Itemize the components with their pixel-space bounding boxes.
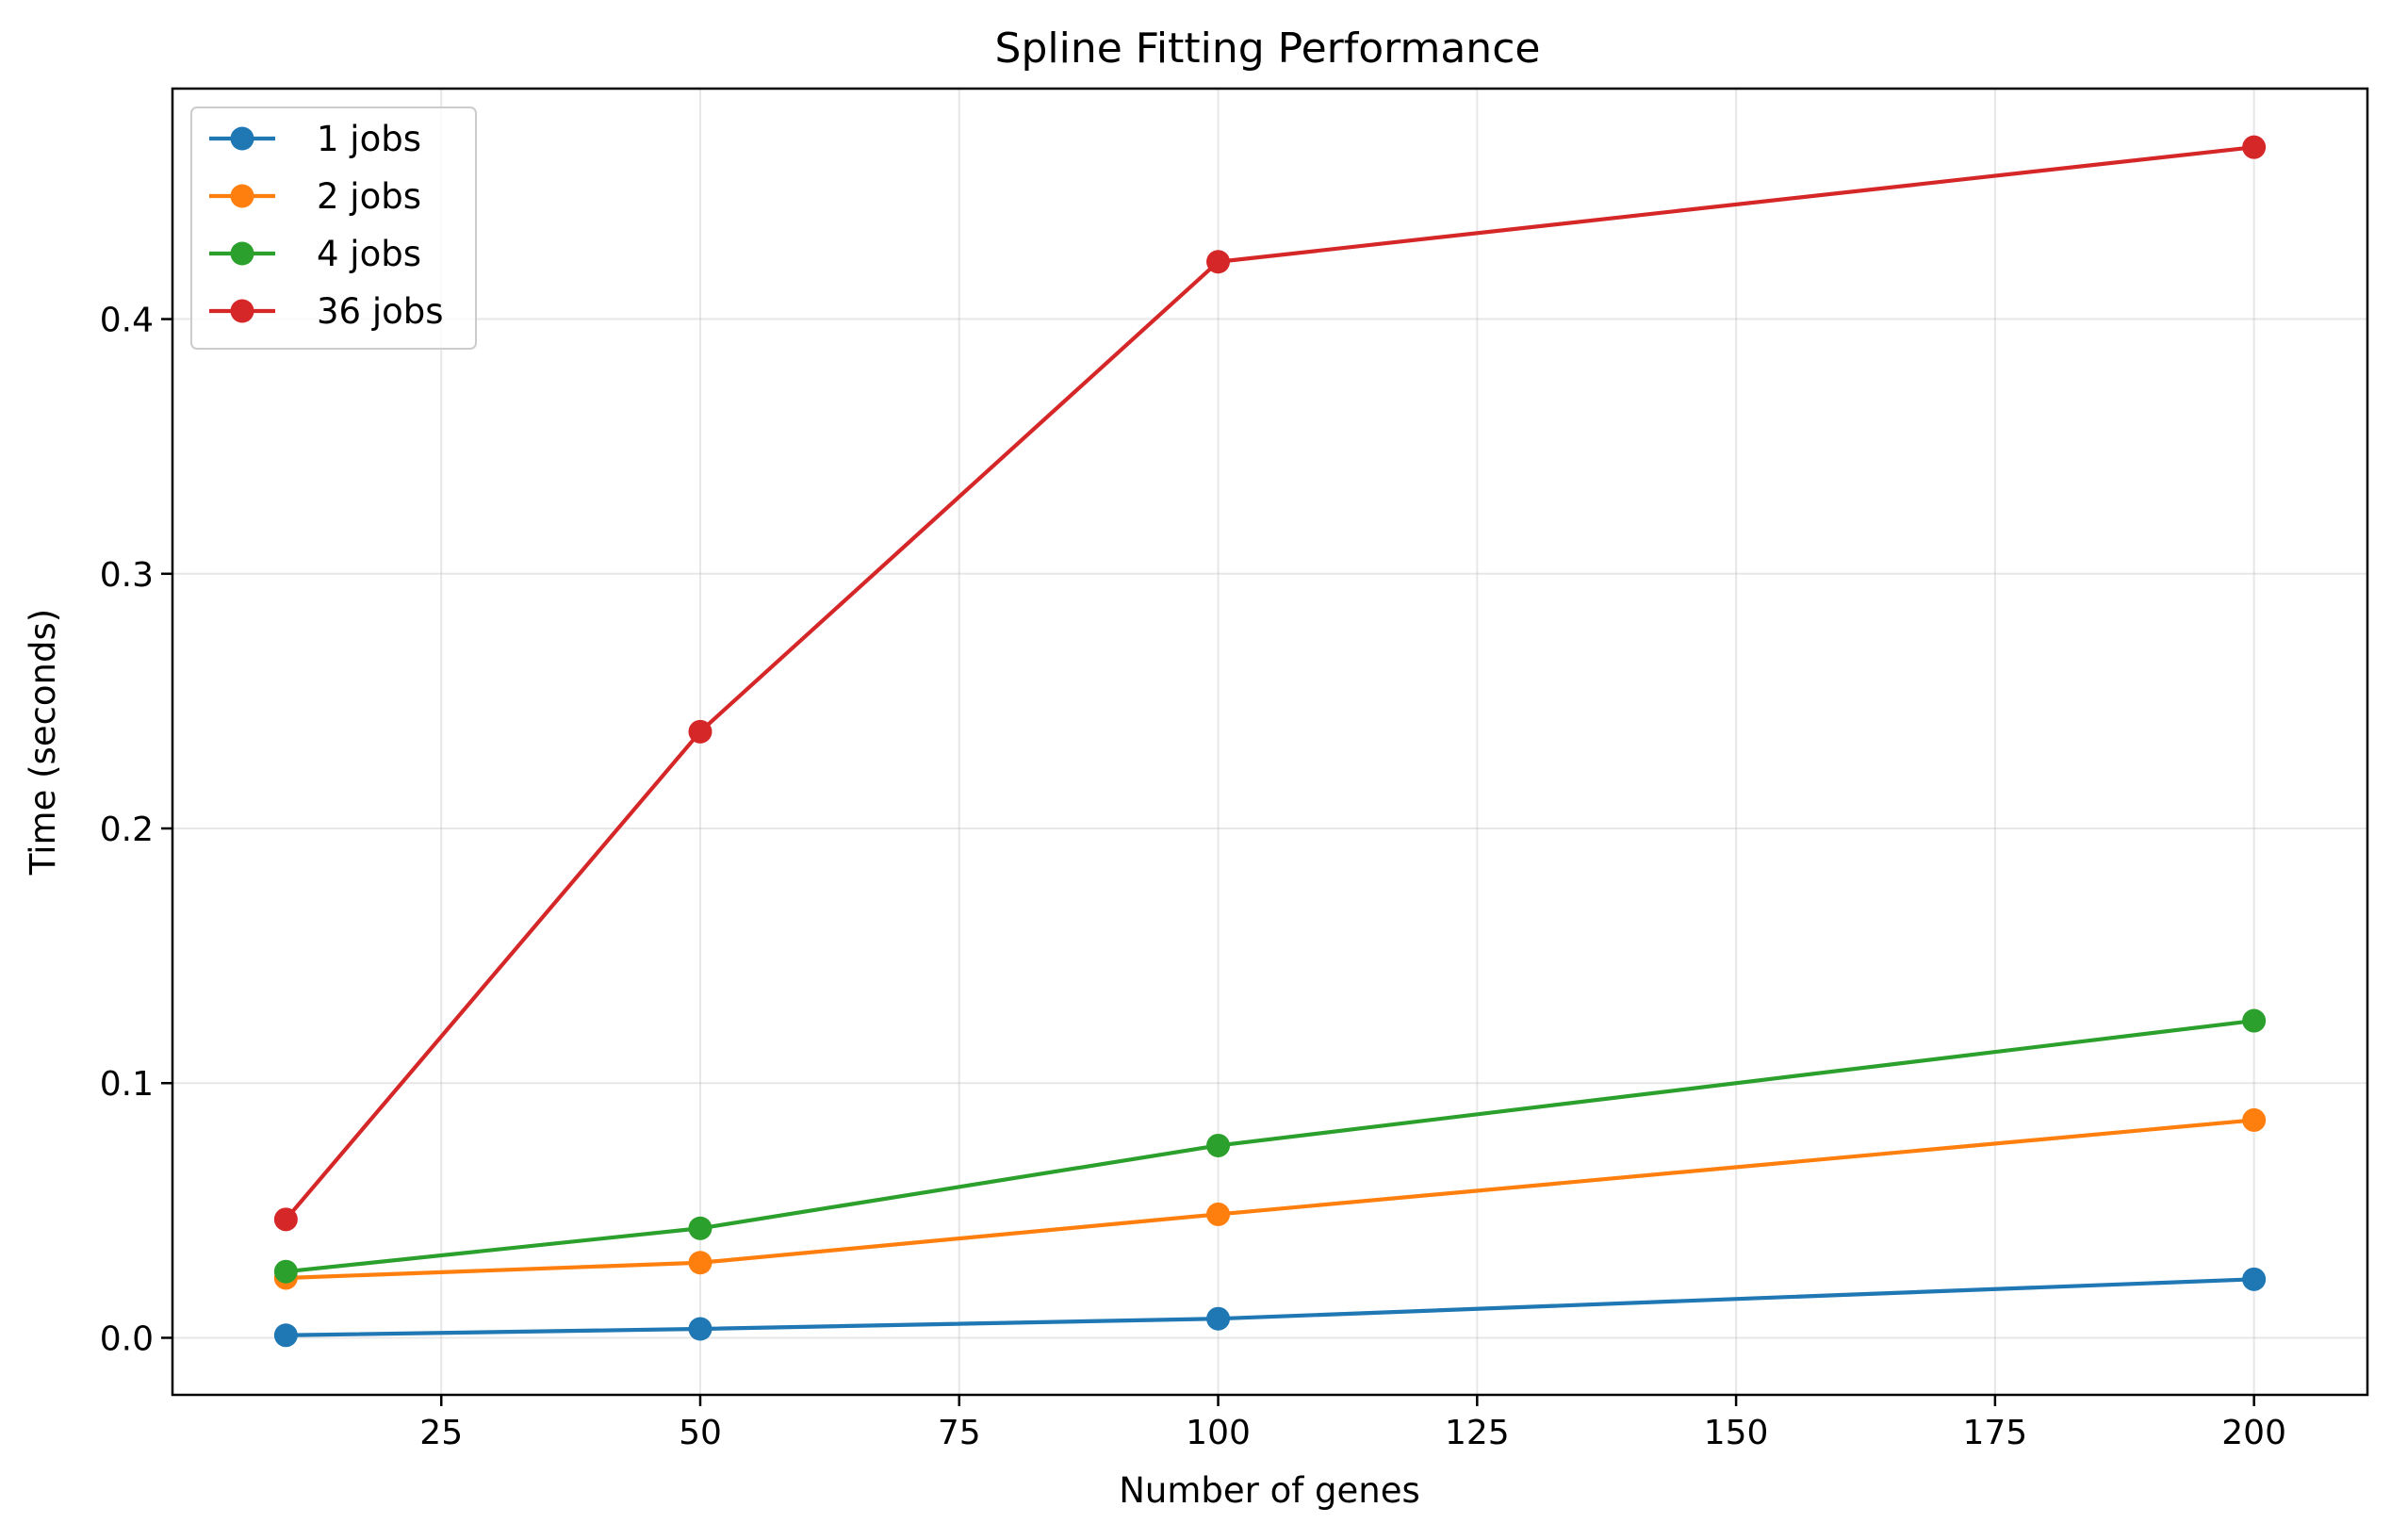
data-point <box>1206 1133 1231 1157</box>
legend-item: 36 jobs <box>209 291 444 332</box>
chart-title: Spline Fitting Performance <box>995 25 1541 73</box>
legend-label: 36 jobs <box>317 291 444 332</box>
legend-marker <box>230 184 254 208</box>
legend-label: 4 jobs <box>317 234 421 274</box>
x-tick-label: 150 <box>1704 1414 1769 1452</box>
data-point <box>1206 1202 1231 1226</box>
series-line <box>286 1118 2254 1281</box>
series-2 <box>273 1107 2267 1290</box>
series-4 <box>273 135 2267 1232</box>
y-tick-label: 0.1 <box>100 1065 154 1104</box>
legend-marker <box>230 241 254 266</box>
series-layer <box>273 135 2267 1348</box>
x-axis-label: Number of genes <box>1119 1470 1420 1511</box>
y-axis-label: Time (seconds) <box>23 609 63 876</box>
axis-ticks: 25 50 75 100 125 150 175 200 0.0 0.1 0.2 0.3 0.4 <box>100 302 2286 1452</box>
legend-marker <box>230 126 254 151</box>
legend-label: 1 jobs <box>317 119 421 159</box>
series-line <box>286 1018 2254 1274</box>
legend-items: 1 jobs 2 jobs 4 jobs 36 jobs <box>209 119 444 332</box>
data-point <box>2242 1008 2267 1033</box>
data-point <box>688 719 712 744</box>
x-tick-label: 100 <box>1186 1414 1251 1452</box>
x-tick-label: 200 <box>2221 1414 2286 1452</box>
grid-lines <box>172 89 2367 1395</box>
y-tick-label: 0.0 <box>100 1319 154 1358</box>
y-tick-label: 0.4 <box>100 302 154 340</box>
legend-item: 1 jobs <box>209 119 421 159</box>
legend: 1 jobs 2 jobs 4 jobs 36 jobs <box>190 106 477 350</box>
legend-item: 4 jobs <box>209 234 421 274</box>
x-tick-label: 25 <box>419 1414 463 1452</box>
x-tick-label: 50 <box>679 1414 722 1452</box>
series-1 <box>273 1267 2267 1348</box>
data-point <box>688 1317 712 1341</box>
data-point <box>688 1251 712 1275</box>
data-point <box>1206 1306 1231 1331</box>
data-point <box>688 1216 712 1240</box>
series-3 <box>273 1008 2267 1284</box>
x-tick-label: 75 <box>938 1414 981 1452</box>
x-tick-label: 125 <box>1445 1414 1510 1452</box>
data-point <box>273 1259 298 1284</box>
data-point <box>2242 1107 2267 1132</box>
legend-marker <box>230 299 254 323</box>
plot-area-frame <box>171 87 2369 1397</box>
data-point <box>2242 135 2267 159</box>
data-point <box>273 1323 298 1348</box>
series-line <box>284 145 2254 1221</box>
data-point <box>273 1207 298 1232</box>
data-point <box>2242 1267 2267 1291</box>
legend-frame <box>190 106 477 350</box>
legend-label: 2 jobs <box>317 176 421 217</box>
legend-item: 2 jobs <box>209 176 421 217</box>
y-tick-label: 0.3 <box>100 556 154 595</box>
data-point <box>1206 250 1231 274</box>
x-tick-label: 175 <box>1963 1414 2028 1452</box>
y-tick-label: 0.2 <box>100 811 154 849</box>
series-line <box>286 1277 2254 1337</box>
